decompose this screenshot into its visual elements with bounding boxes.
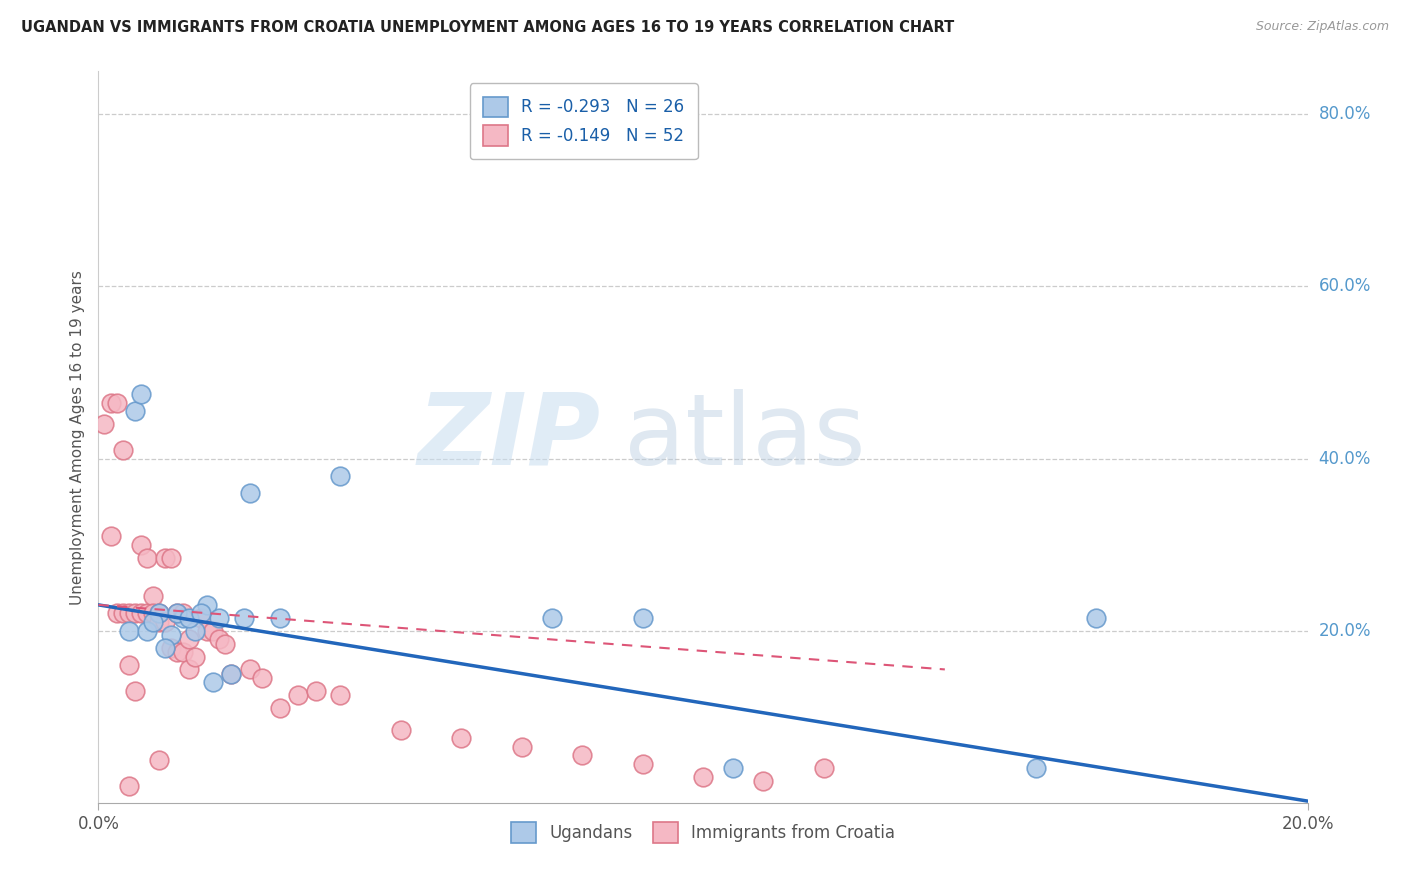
Point [329, 468, 352, 483]
Point [389, 723, 412, 737]
Point [692, 770, 714, 784]
Point [153, 615, 176, 629]
Point [118, 624, 141, 638]
Point [221, 666, 243, 681]
Point [172, 611, 194, 625]
Point [172, 607, 194, 621]
Point [105, 607, 128, 621]
Point [184, 624, 207, 638]
Point [221, 666, 243, 681]
Point [124, 404, 146, 418]
Point [93, 417, 115, 432]
Point [269, 611, 291, 625]
Point [195, 598, 218, 612]
Point [100, 529, 122, 543]
Point [118, 607, 141, 621]
Point [631, 611, 654, 625]
Point [166, 645, 188, 659]
Point [129, 607, 152, 621]
Point [100, 395, 122, 409]
Point [142, 615, 165, 629]
Point [540, 611, 562, 625]
Point [118, 779, 141, 793]
Point [208, 611, 231, 625]
Point [118, 658, 141, 673]
Point [124, 684, 146, 698]
Point [153, 550, 176, 565]
Point [129, 538, 152, 552]
Point [250, 671, 273, 685]
Point [239, 486, 262, 500]
Text: 20.0%: 20.0% [1319, 622, 1371, 640]
Point [287, 688, 309, 702]
Point [179, 662, 201, 676]
Point [160, 550, 183, 565]
Point [135, 607, 157, 621]
Point [179, 611, 201, 625]
Point [202, 675, 225, 690]
Point [232, 611, 254, 625]
Point [208, 632, 231, 647]
Text: 40.0%: 40.0% [1319, 450, 1371, 467]
Point [111, 442, 134, 457]
Text: atlas: atlas [624, 389, 866, 485]
Point [148, 753, 170, 767]
Point [148, 607, 170, 621]
Point [202, 624, 225, 638]
Point [239, 662, 262, 676]
Point [190, 607, 212, 621]
Point [124, 607, 146, 621]
Point [166, 607, 188, 621]
Point [214, 637, 236, 651]
Legend: Ugandans, Immigrants from Croatia: Ugandans, Immigrants from Croatia [505, 815, 901, 849]
Point [1024, 761, 1046, 775]
Point [148, 607, 170, 621]
Point [105, 395, 128, 409]
Text: ZIP: ZIP [418, 389, 600, 485]
Text: 80.0%: 80.0% [1319, 105, 1371, 123]
Point [172, 645, 194, 659]
Point [135, 550, 157, 565]
Point [450, 731, 472, 746]
Y-axis label: Unemployment Among Ages 16 to 19 years: Unemployment Among Ages 16 to 19 years [69, 269, 84, 605]
Point [571, 748, 593, 763]
Point [269, 701, 291, 715]
Point [160, 640, 183, 655]
Point [166, 607, 188, 621]
Point [305, 684, 328, 698]
Point [723, 761, 745, 775]
Point [631, 757, 654, 772]
Point [184, 649, 207, 664]
Point [752, 774, 775, 789]
Point [329, 688, 352, 702]
Point [179, 632, 201, 647]
Point [142, 607, 165, 621]
Point [129, 387, 152, 401]
Point [160, 628, 183, 642]
Point [153, 640, 176, 655]
Text: UGANDAN VS IMMIGRANTS FROM CROATIA UNEMPLOYMENT AMONG AGES 16 TO 19 YEARS CORREL: UGANDAN VS IMMIGRANTS FROM CROATIA UNEMP… [21, 20, 955, 35]
Point [111, 607, 134, 621]
Text: 60.0%: 60.0% [1319, 277, 1371, 295]
Text: Source: ZipAtlas.com: Source: ZipAtlas.com [1256, 20, 1389, 33]
Point [148, 615, 170, 629]
Point [510, 739, 533, 754]
Point [142, 589, 165, 603]
Point [195, 624, 218, 638]
Point [190, 611, 212, 625]
Point [813, 761, 835, 775]
Point [1085, 611, 1108, 625]
Point [135, 624, 157, 638]
